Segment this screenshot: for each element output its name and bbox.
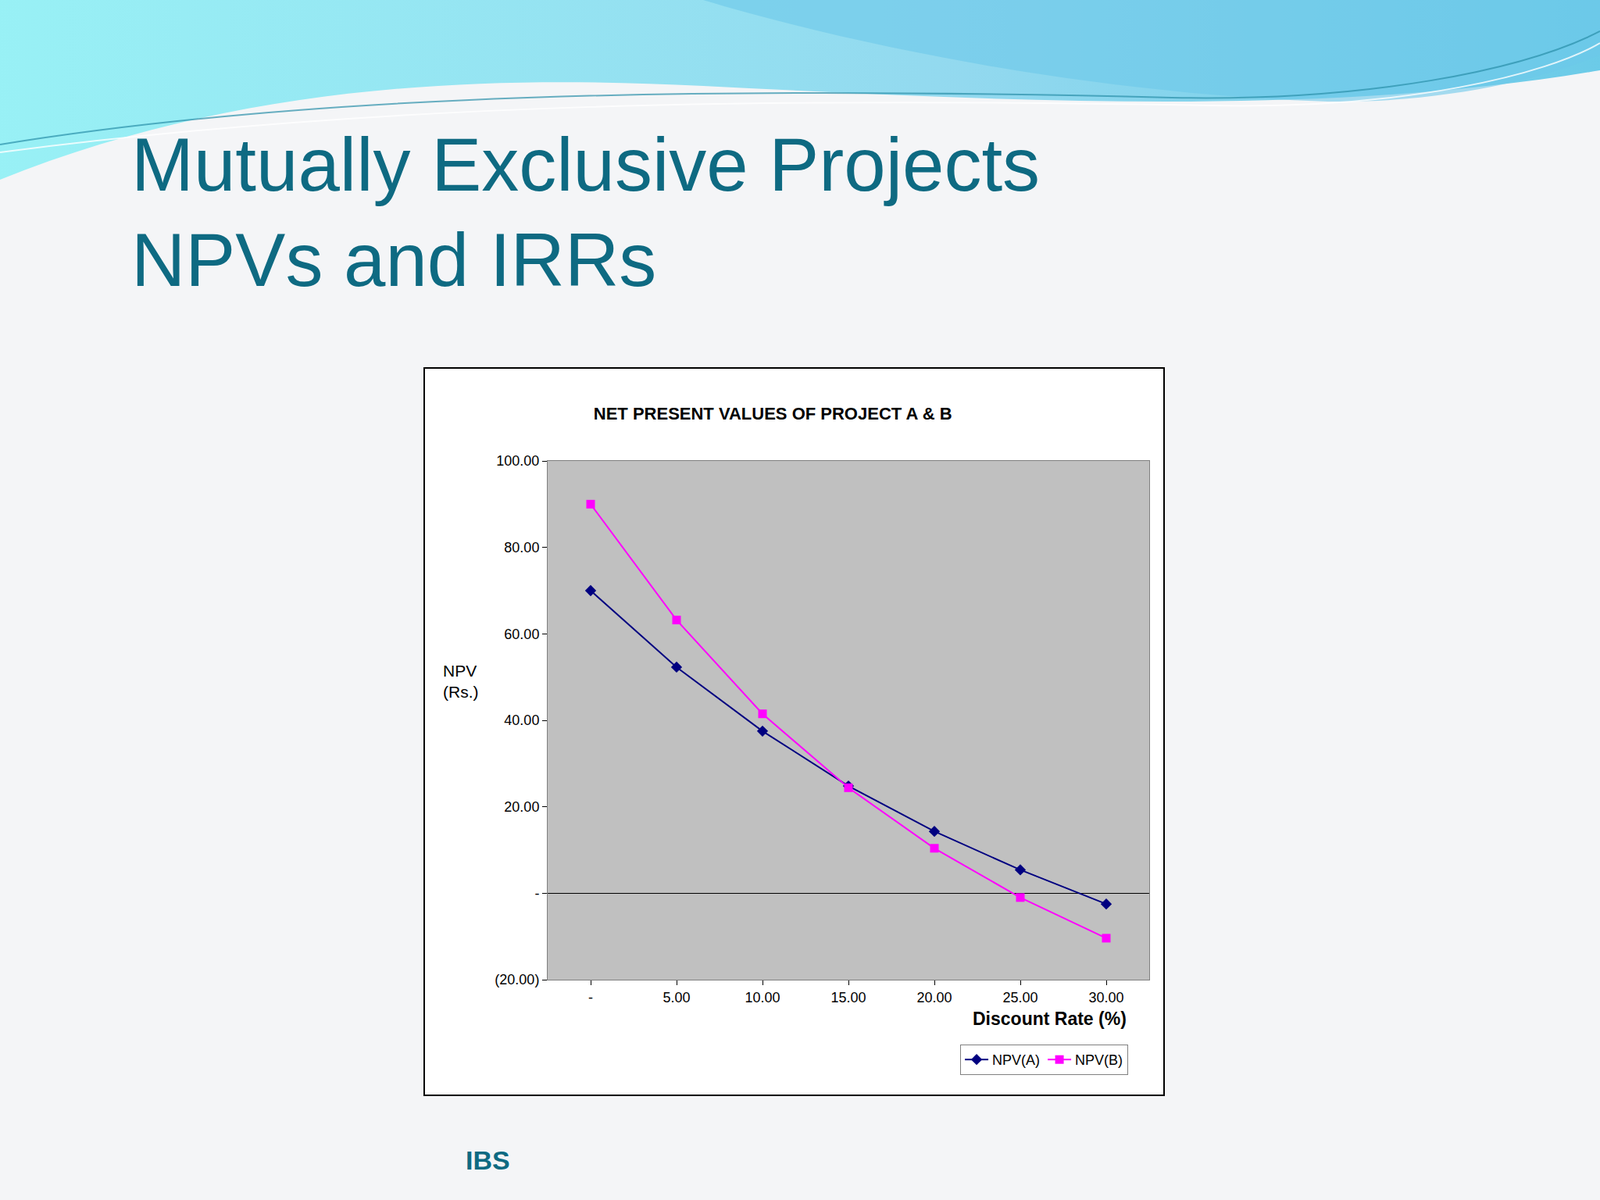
svg-text:15.00: 15.00	[830, 989, 866, 1006]
html-text:Mutually Exclusive Projects: Mutually Exclusive Projects	[131, 122, 1040, 207]
svg-text:60.00: 60.00	[503, 626, 540, 643]
svg-text:-: -	[534, 885, 540, 902]
html-text:IBS: IBS	[465, 1145, 510, 1175]
svg-text:80.00: 80.00	[503, 539, 540, 556]
svg-text:Discount Rate (%): Discount Rate (%)	[972, 1008, 1127, 1029]
svg-text:5.00: 5.00	[662, 989, 690, 1006]
svg-text:NET PRESENT VALUES OF PROJECT: NET PRESENT VALUES OF PROJECT A & B	[593, 403, 953, 424]
svg-text:40.00: 40.00	[503, 712, 540, 729]
svg-text:20.00: 20.00	[503, 799, 540, 815]
svg-text:10.00: 10.00	[744, 989, 780, 1006]
svg-text:NPV(A): NPV(A)	[992, 1052, 1040, 1068]
svg-text:(20.00): (20.00)	[494, 971, 540, 988]
html-text:NPVs and IRRs: NPVs and IRRs	[131, 217, 657, 302]
svg-text:100.00: 100.00	[496, 453, 540, 469]
svg-text:-: -	[588, 989, 593, 1006]
svg-text:25.00: 25.00	[1002, 989, 1038, 1006]
svg-text:30.00: 30.00	[1088, 989, 1124, 1006]
svg-text:20.00: 20.00	[916, 989, 952, 1006]
svg-text:NPV(B): NPV(B)	[1075, 1052, 1123, 1068]
svg-text:NPV(Rs.): NPV(Rs.)	[442, 661, 479, 701]
